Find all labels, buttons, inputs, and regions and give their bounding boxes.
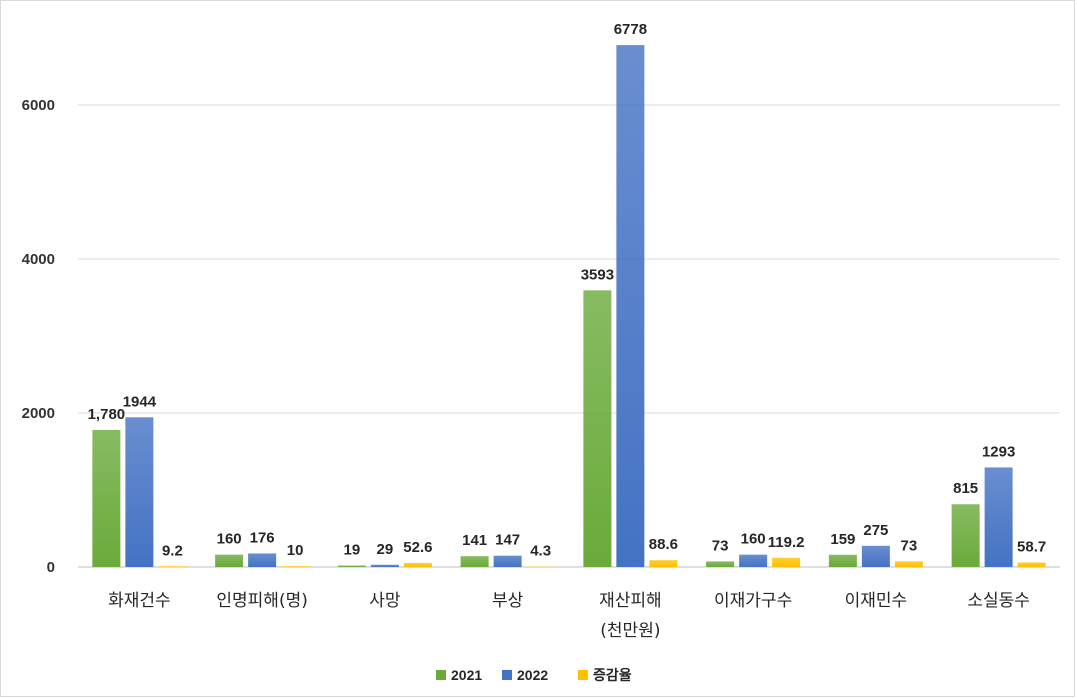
x-tick-label: 소실동수 [967, 591, 1030, 611]
data-label: 141 [462, 532, 487, 549]
legend-swatch-2022 [502, 670, 512, 680]
data-label: 3593 [581, 266, 614, 283]
bar-2022-2 [370, 564, 399, 567]
x-tick-label: 사망 [369, 591, 401, 611]
data-label: 1,780 [88, 406, 126, 423]
bar-증감율-3 [526, 566, 555, 568]
bar-2022-7 [984, 467, 1013, 567]
legend-label: 2021 [451, 667, 482, 683]
x-tick-label: 이재가구수 [714, 591, 792, 611]
x-tick-label: 인명피해(명) [216, 591, 307, 611]
y-tick-label: 2000 [22, 405, 55, 422]
data-label: 10 [287, 542, 304, 559]
data-label: 147 [495, 532, 520, 549]
bar-2022-0 [125, 417, 154, 567]
legend-swatch-2021 [436, 670, 446, 680]
data-label: 4.3 [530, 543, 551, 560]
legend-swatch-증감율 [578, 670, 588, 680]
bar-증감율-2 [403, 562, 432, 567]
bar-2021-1 [215, 554, 244, 567]
data-label: 29 [377, 541, 394, 558]
data-label: 160 [741, 531, 766, 548]
data-label: 815 [953, 480, 978, 497]
data-label: 1293 [982, 443, 1015, 460]
bar-2021-5 [706, 561, 735, 567]
x-tick-label: 부상 [492, 591, 524, 611]
legend-label: 2022 [517, 667, 548, 683]
data-label: 88.6 [649, 536, 678, 553]
bar-2021-3 [460, 556, 489, 567]
bar-2021-7 [951, 504, 980, 567]
data-label: 119.2 [768, 534, 805, 551]
data-label: 58.7 [1017, 538, 1046, 555]
bar-2022-5 [739, 554, 768, 567]
y-tick-label: 6000 [22, 97, 55, 114]
data-label: 9.2 [162, 542, 183, 559]
bar-2022-4 [616, 45, 645, 568]
bar-2022-1 [248, 553, 277, 567]
data-label: 1944 [123, 393, 157, 410]
bar-2021-2 [337, 565, 366, 567]
data-label: 52.6 [403, 539, 432, 556]
x-tick-label: (천만원) [600, 621, 660, 641]
data-label: 159 [830, 531, 855, 548]
x-tick-label: 이재민수 [845, 591, 908, 611]
bar-증감율-1 [281, 566, 310, 567]
bar-증감율-6 [894, 561, 923, 567]
y-tick-label: 4000 [22, 251, 55, 268]
bar-증감율-0 [158, 566, 187, 567]
bar-2021-0 [92, 429, 121, 567]
bar-2022-3 [493, 555, 522, 567]
bar-2021-4 [583, 290, 612, 567]
x-tick-label: 화재건수 [108, 591, 171, 611]
data-label: 19 [344, 542, 361, 559]
bar-증감율-7 [1017, 562, 1046, 567]
bar-증감율-5 [772, 557, 801, 567]
bar-증감율-4 [649, 560, 678, 567]
bar-2022-6 [861, 545, 890, 567]
legend-label: 증감율 [593, 667, 632, 683]
y-tick-label: 0 [47, 559, 55, 576]
data-label: 275 [863, 522, 888, 539]
x-tick-label: 재산피해 [599, 591, 662, 611]
data-label: 73 [712, 537, 729, 554]
data-label: 73 [901, 537, 918, 554]
data-label: 176 [250, 529, 275, 546]
data-label: 160 [217, 531, 242, 548]
bar-2021-6 [828, 554, 857, 567]
data-label: 6778 [614, 21, 647, 38]
